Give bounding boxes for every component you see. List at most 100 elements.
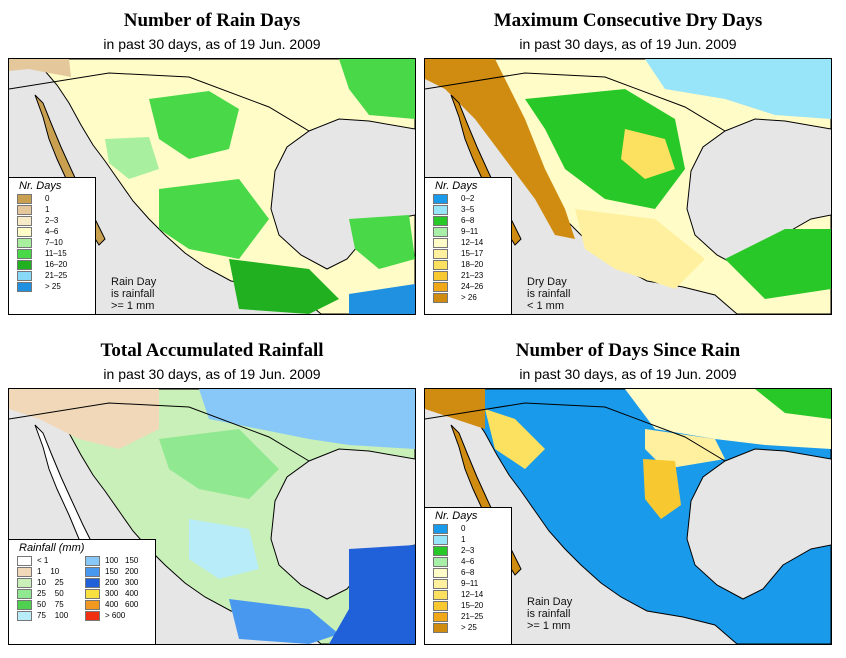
legend-label: 15–17 bbox=[461, 249, 484, 258]
legend-swatch bbox=[433, 227, 448, 237]
days-since-rain-map: Nr. Days 0 1 2–3 4–6 6–8 9–11 12–14 15–20 21–25 >… bbox=[424, 388, 832, 645]
legend-label: 4–6 bbox=[461, 557, 475, 566]
legend-label: 50 75 bbox=[37, 600, 64, 609]
note-line: >= 1 mm bbox=[111, 300, 155, 312]
legend-label: 1 10 bbox=[37, 567, 60, 576]
legend-swatch bbox=[433, 623, 448, 633]
legend-label: 10 25 bbox=[37, 578, 64, 587]
note-line: Dry Day bbox=[527, 276, 567, 288]
legend-entry: 21–23 bbox=[425, 271, 511, 282]
legend-label: 15–20 bbox=[461, 601, 484, 610]
panel-subtitle: in past 30 days, as of 19 Jun. 2009 bbox=[103, 366, 321, 382]
legend-label: 16–20 bbox=[45, 260, 68, 269]
legend-entry: 2–3 bbox=[425, 546, 511, 557]
legend-entry: > 25 bbox=[425, 623, 511, 634]
legend-swatch bbox=[17, 589, 32, 599]
legend-swatch bbox=[17, 227, 32, 237]
legend-swatch bbox=[433, 524, 448, 534]
rain-day-note: Rain Day is rainfall >= 1 mm bbox=[111, 276, 156, 312]
legend-label: 7–10 bbox=[45, 238, 63, 247]
legend-swatch bbox=[85, 611, 100, 621]
legend-swatch bbox=[433, 282, 448, 292]
legend-swatch bbox=[433, 590, 448, 600]
legend-label: > 26 bbox=[461, 293, 477, 302]
legend-label: 21–25 bbox=[45, 271, 68, 280]
legend-label: 0 bbox=[45, 194, 50, 203]
legend-swatch bbox=[17, 282, 32, 292]
legend-label: 1 bbox=[45, 205, 50, 214]
legend-entry: 7–10 bbox=[9, 238, 95, 249]
max-dry-days-map: Nr. Days 0–2 3–5 6–8 9–11 12–14 15–17 18–20 21–… bbox=[424, 58, 832, 315]
legend-swatch bbox=[433, 293, 448, 303]
legend-list: 0–2 3–5 6–8 9–11 12–14 15–17 18–20 21–23 24–26 > … bbox=[425, 194, 511, 304]
legend-swatch bbox=[433, 557, 448, 567]
legend-entry: 6–8 bbox=[425, 216, 511, 227]
legend-swatch bbox=[85, 589, 100, 599]
legend-list: 0 1 2–3 4–6 7–10 11–15 16–20 21–25 > 25 bbox=[9, 194, 95, 293]
note-line: Rain Day bbox=[527, 596, 573, 608]
legend-swatch bbox=[85, 567, 100, 577]
legend-list-left: < 1 1 10 10 25 25 50 50 75 75 100 bbox=[9, 556, 79, 622]
legend-swatch bbox=[433, 271, 448, 281]
legend-entry: 21–25 bbox=[425, 612, 511, 623]
legend-swatch bbox=[17, 611, 32, 621]
legend-label: > 25 bbox=[45, 282, 61, 291]
legend-swatch bbox=[433, 249, 448, 259]
legend-label: 100 150 bbox=[105, 556, 139, 565]
rain-day-note: Rain Day is rainfall >= 1 mm bbox=[527, 596, 572, 632]
legend-label: > 25 bbox=[461, 623, 477, 632]
legend-swatch bbox=[85, 556, 100, 566]
legend: Nr. Days 0 1 2–3 4–6 6–8 9–11 12–14 15–20 21–25 >… bbox=[425, 507, 512, 644]
legend-label: > 600 bbox=[105, 611, 126, 620]
legend-swatch bbox=[17, 238, 32, 248]
legend-swatch bbox=[433, 194, 448, 204]
legend-swatch bbox=[17, 260, 32, 270]
legend-entry: 0 bbox=[425, 524, 511, 535]
legend-entry: 9–11 bbox=[425, 227, 511, 238]
legend-label: 18–20 bbox=[461, 260, 484, 269]
legend-swatch bbox=[433, 238, 448, 248]
panel-title: Total Accumulated Rainfall bbox=[100, 340, 324, 361]
legend-entry: 2–3 bbox=[9, 216, 95, 227]
legend-entry: 10 25 bbox=[9, 578, 79, 589]
legend-entry: 150 200 bbox=[77, 567, 153, 578]
legend-label: 1 bbox=[461, 535, 466, 544]
dry-day-note: Dry Day is rainfall < 1 mm bbox=[527, 276, 570, 312]
legend-label: 0–2 bbox=[461, 194, 475, 203]
legend-label: < 1 bbox=[37, 556, 49, 565]
legend-swatch bbox=[433, 535, 448, 545]
legend-swatch bbox=[433, 205, 448, 215]
legend-label: 6–8 bbox=[461, 568, 475, 577]
legend-label: 9–11 bbox=[461, 227, 479, 236]
legend-label: 4–6 bbox=[45, 227, 59, 236]
legend-title: Nr. Days bbox=[435, 510, 478, 522]
legend-label: 11–15 bbox=[45, 249, 67, 258]
legend-entry: 1 10 bbox=[9, 567, 79, 578]
legend-entry: 0–2 bbox=[425, 194, 511, 205]
legend-label: 200 300 bbox=[105, 578, 139, 587]
legend-label: 6–8 bbox=[461, 216, 475, 225]
legend-swatch bbox=[17, 578, 32, 588]
legend: Nr. Days 0–2 3–5 6–8 9–11 12–14 15–17 18–20 21–… bbox=[425, 177, 512, 314]
legend-swatch bbox=[17, 600, 32, 610]
legend-entry: 12–14 bbox=[425, 590, 511, 601]
legend: Nr. Days 0 1 2–3 4–6 7–10 11–15 16–20 21–25 > 25 bbox=[9, 177, 96, 314]
legend-label: 2–3 bbox=[461, 546, 475, 555]
legend-entry: 12–14 bbox=[425, 238, 511, 249]
legend-label: 12–14 bbox=[461, 238, 484, 247]
legend-swatch bbox=[433, 601, 448, 611]
legend-swatch bbox=[433, 568, 448, 578]
legend-title: Nr. Days bbox=[19, 180, 62, 192]
legend-swatch bbox=[433, 260, 448, 270]
legend-swatch bbox=[17, 205, 32, 215]
legend-swatch bbox=[433, 546, 448, 556]
panel-title: Maximum Consecutive Dry Days bbox=[493, 10, 763, 31]
legend-entry: 0 bbox=[9, 194, 95, 205]
legend-label: 75 100 bbox=[37, 611, 69, 620]
legend-swatch bbox=[17, 271, 32, 281]
note-line: < 1 mm bbox=[527, 300, 564, 312]
legend-entry: 75 100 bbox=[9, 611, 79, 622]
legend: Rainfall (mm) < 1 1 10 10 25 25 50 50 75 75 1… bbox=[9, 539, 156, 644]
legend-swatch bbox=[17, 567, 32, 577]
legend-entry: 11–15 bbox=[9, 249, 95, 260]
